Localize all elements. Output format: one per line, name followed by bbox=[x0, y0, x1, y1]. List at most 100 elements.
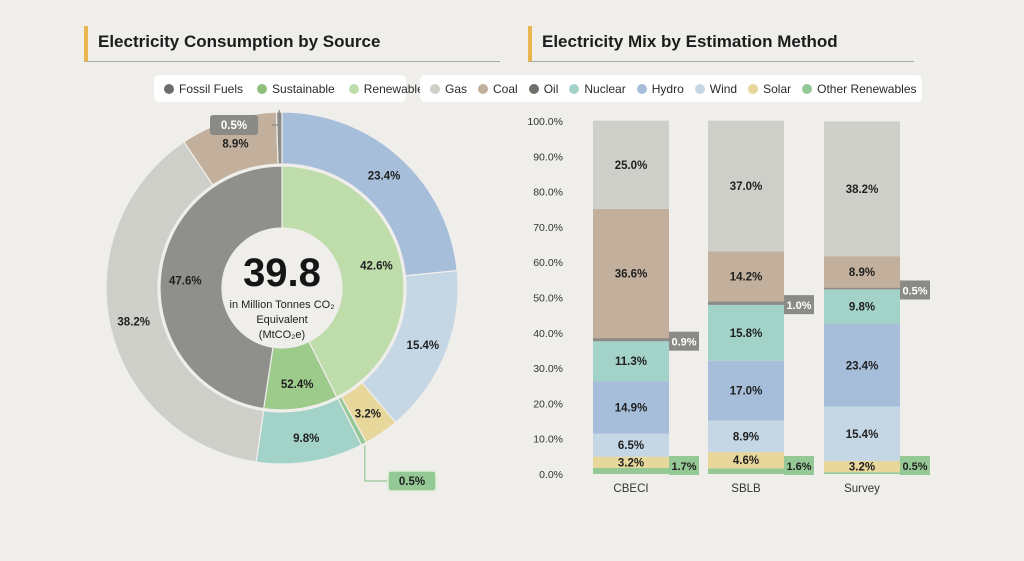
left-chart-title: Electricity Consumption by Source bbox=[98, 32, 381, 51]
legend-item-hydro[interactable]: Hydro bbox=[636, 81, 684, 96]
left-chart-title-bar: Electricity Consumption by Source bbox=[84, 26, 500, 62]
x-category-label-sblb: SBLB bbox=[731, 483, 761, 495]
y-tick-label: 70.0% bbox=[533, 222, 563, 234]
bar-segment-survey-gas[interactable] bbox=[824, 121, 900, 257]
legend-item-renewable[interactable]: Renewable bbox=[348, 82, 424, 96]
donut-center bbox=[223, 229, 341, 347]
legend-item-sustainable[interactable]: Sustainable bbox=[257, 82, 335, 96]
y-tick-label: 0.0% bbox=[539, 469, 563, 481]
bar-segment-cbeci-other-renewables[interactable] bbox=[593, 467, 669, 474]
center-value: 39.8 bbox=[243, 251, 321, 295]
legend-item-fossil-fuels[interactable]: Fossil Fuels bbox=[164, 82, 243, 96]
bar-label-survey-nuclear: 9.8% bbox=[849, 302, 875, 314]
legend-swatch bbox=[348, 83, 359, 94]
callout-label-other-renewables: 0.5% bbox=[399, 476, 425, 488]
bar-label-sblb-solar: 4.6% bbox=[733, 455, 759, 467]
center-unit-label: in Million Tonnes CO₂ bbox=[230, 299, 335, 311]
legend-swatch bbox=[257, 83, 268, 94]
y-tick-label: 30.0% bbox=[533, 363, 563, 375]
bar-segment-sblb-hydro[interactable] bbox=[708, 360, 784, 421]
bar-segment-survey-solar[interactable] bbox=[824, 460, 900, 473]
bar-segment-survey-nuclear[interactable] bbox=[824, 289, 900, 324]
legend-item-nuclear[interactable]: Nuclear bbox=[569, 81, 626, 96]
donut-legend: Fossil Fuels Sustainable Renewable bbox=[154, 75, 424, 102]
bar-segment-cbeci-nuclear[interactable] bbox=[593, 341, 669, 382]
legend-item-coal[interactable]: Coal bbox=[478, 82, 518, 96]
x-category-label-survey: Survey bbox=[844, 483, 880, 495]
bar-segment-survey-oil[interactable] bbox=[824, 287, 900, 290]
inner-slice-fossil-fuels[interactable] bbox=[159, 165, 283, 410]
donut-chart: 23.4% 15.4% 3.2% 0.5% 9.8% 38.2% 8.9% 0.5% 42.6%… bbox=[105, 110, 459, 492]
legend-swatch bbox=[694, 83, 705, 94]
slice-label-coal: 8.9% bbox=[222, 138, 248, 150]
bar-segment-sblb-nuclear[interactable] bbox=[708, 304, 784, 361]
bar-label-survey-solar: 3.2% bbox=[849, 462, 875, 474]
legend-swatch bbox=[528, 83, 539, 94]
legend-label: Oil bbox=[543, 81, 559, 96]
legend-item-other-renewables[interactable]: Other Renewables bbox=[802, 81, 917, 96]
callout-box-cbeci-oil bbox=[669, 331, 699, 351]
bar-segment-sblb-wind[interactable] bbox=[708, 420, 784, 453]
bar-segment-sblb-oil[interactable] bbox=[708, 301, 784, 305]
inner-slice-renewable[interactable] bbox=[281, 165, 405, 398]
callout-label-cbeci-oil: 0.9% bbox=[671, 337, 696, 349]
bar-segment-cbeci-gas[interactable] bbox=[593, 120, 669, 209]
y-tick-label: 80.0% bbox=[533, 187, 563, 199]
slice-label-nuclear: 9.8% bbox=[293, 433, 319, 445]
callout-label-survey-other-renewables: 0.5% bbox=[902, 461, 927, 473]
callout-label-oil: 0.5% bbox=[221, 120, 247, 132]
slice-label-gas: 38.2% bbox=[117, 316, 150, 328]
legend-swatch bbox=[569, 83, 580, 94]
bar-label-cbeci-hydro: 14.9% bbox=[615, 402, 648, 414]
legend-swatch bbox=[748, 83, 759, 94]
stacked-bar-chart: 0.0% 10.0% 20.0% 30.0% 40.0% 50.0% 60.0% 70.0% 8… bbox=[527, 116, 930, 495]
legend-item-solar[interactable]: Solar bbox=[748, 82, 791, 96]
bar-segment-cbeci-coal[interactable] bbox=[593, 208, 669, 339]
bar-label-sblb-wind: 8.9% bbox=[733, 431, 759, 443]
legend-label: Fossil Fuels bbox=[179, 81, 244, 96]
bar-segment-cbeci-solar[interactable] bbox=[593, 456, 669, 468]
bar-segment-sblb-other-renewables[interactable] bbox=[708, 468, 784, 474]
legend-label: Solar bbox=[763, 81, 792, 96]
bar-segment-survey-hydro[interactable] bbox=[824, 323, 900, 407]
bar-segment-sblb-solar[interactable] bbox=[708, 452, 784, 469]
legend-label: Other Renewables bbox=[817, 81, 917, 96]
bar-label-survey-hydro: 23.4% bbox=[846, 360, 879, 372]
bar-label-survey-wind: 15.4% bbox=[846, 429, 879, 441]
slice-label-renewable: 42.6% bbox=[360, 261, 393, 273]
bar-label-sblb-nuclear: 15.8% bbox=[730, 328, 763, 340]
legend-swatch bbox=[478, 83, 489, 94]
callout-line-other-renewables bbox=[364, 445, 388, 482]
legend-item-gas[interactable]: Gas bbox=[430, 82, 467, 96]
bar-segment-sblb-gas[interactable] bbox=[708, 120, 784, 252]
bar-label-cbeci-solar: 3.2% bbox=[618, 457, 644, 469]
legend-swatch bbox=[636, 83, 647, 94]
legend-label: Wind bbox=[709, 81, 738, 96]
bar-segment-survey-other-renewables[interactable] bbox=[824, 472, 900, 474]
y-tick-label: 10.0% bbox=[533, 434, 563, 446]
legend-swatch bbox=[430, 83, 440, 94]
bar-label-cbeci-gas: 25.0% bbox=[615, 160, 648, 172]
outer-slice-gas[interactable] bbox=[105, 141, 265, 463]
bar-label-cbeci-coal: 36.6% bbox=[615, 268, 648, 280]
bar-segment-cbeci-wind[interactable] bbox=[593, 433, 669, 457]
slice-label-fossil-fuels: 47.6% bbox=[169, 276, 202, 288]
callout-box-oil bbox=[210, 115, 258, 135]
legend-swatch bbox=[164, 83, 174, 94]
bar-label-sblb-hydro: 17.0% bbox=[730, 386, 763, 398]
bar-segment-cbeci-oil[interactable] bbox=[593, 338, 669, 342]
y-tick-label: 90.0% bbox=[533, 151, 563, 163]
bar-segment-sblb-coal[interactable] bbox=[708, 251, 784, 302]
legend-label: Nuclear bbox=[584, 81, 626, 96]
callout-label-cbeci-other-renewables: 1.7% bbox=[671, 461, 696, 473]
legend-label: Hydro bbox=[651, 81, 684, 96]
legend-label: Gas bbox=[445, 81, 468, 96]
bar-segment-survey-wind[interactable] bbox=[824, 406, 900, 461]
bar-segment-survey-coal[interactable] bbox=[824, 256, 900, 288]
legend-item-oil[interactable]: Oil bbox=[528, 81, 559, 96]
callout-label-survey-oil: 0.5% bbox=[902, 285, 927, 297]
slice-label-sustainable: 52.4% bbox=[281, 379, 314, 391]
bar-segment-cbeci-hydro[interactable] bbox=[593, 381, 669, 434]
legend-item-wind[interactable]: Wind bbox=[694, 81, 738, 96]
